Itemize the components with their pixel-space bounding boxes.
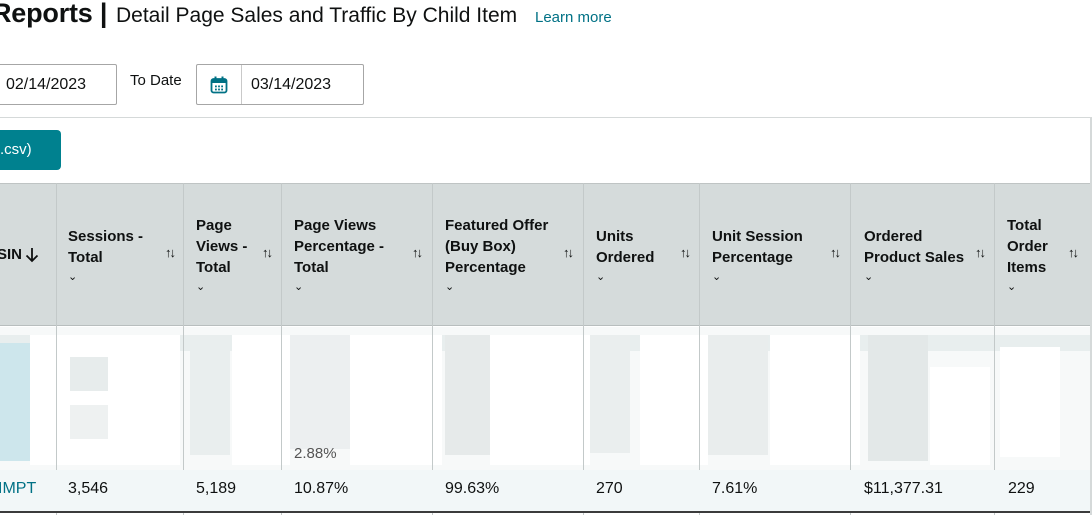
column-divider [432, 183, 433, 515]
column-header-product-sales[interactable]: Ordered Product Sales ⌄ ↑↓ [851, 183, 994, 326]
chevron-down-icon[interactable]: ⌄ [68, 270, 78, 283]
column-header-label: Unit Session [712, 227, 803, 245]
sort-updown-icon[interactable]: ↑↓ [412, 245, 423, 260]
sort-updown-icon[interactable]: ↑↓ [1068, 245, 1079, 260]
column-divider [281, 183, 282, 515]
page-title: Reports | [0, 0, 108, 28]
column-header-label: Total [1007, 217, 1042, 234]
to-date-label: To Date [130, 72, 182, 89]
table-header [0, 183, 1090, 326]
column-header-label: Units [596, 227, 634, 245]
column-header-label: Items [1007, 259, 1047, 276]
column-header-label: Page Views [294, 217, 377, 234]
calendar-button[interactable] [197, 65, 242, 104]
table-cell: $11,377.31 [864, 480, 943, 497]
chevron-down-icon[interactable]: ⌄ [294, 281, 304, 293]
column-header-label: Views - [196, 238, 248, 255]
column-divider [183, 183, 184, 515]
column-header-label: Total [68, 248, 103, 266]
panel-edge [1090, 117, 1092, 515]
chevron-down-icon[interactable]: ⌄ [596, 270, 606, 283]
table-cell: 3,546 [68, 480, 109, 497]
column-header-asin[interactable]: SIN [0, 183, 56, 326]
sort-updown-icon[interactable]: ↑↓ [563, 245, 574, 260]
chevron-down-icon[interactable]: ⌄ [864, 270, 874, 283]
column-divider [699, 183, 700, 515]
to-date-field[interactable]: 03/14/2023 [196, 64, 364, 105]
column-header-label: Featured Offer [445, 217, 549, 234]
sort-updown-icon[interactable]: ↑↓ [975, 245, 986, 260]
column-header-sessions[interactable]: Sessions - Total ⌄ ↑↓ [57, 183, 183, 326]
chevron-down-icon[interactable]: ⌄ [445, 281, 455, 293]
column-header-label: Ordered [864, 227, 923, 245]
learn-more-link[interactable]: Learn more [535, 9, 612, 26]
table-cell: 5,189 [196, 480, 237, 497]
column-header-label: Total [294, 259, 329, 276]
table-row: IMPT 3,546 5,189 10.87% 99.63% 270 7.61%… [0, 470, 1090, 513]
sort-updown-icon[interactable]: ↑↓ [262, 245, 273, 260]
chevron-down-icon[interactable]: ⌄ [196, 281, 206, 293]
column-header-label: Product Sales [864, 248, 965, 266]
column-header-label: Order [1007, 238, 1048, 255]
column-divider [994, 183, 995, 515]
column-header-unit-session-pct[interactable]: Unit Session Percentage ⌄ ↑↓ [700, 183, 850, 326]
column-header-label: Ordered [596, 248, 655, 266]
asin-link[interactable]: IMPT [0, 480, 37, 497]
sort-updown-icon[interactable]: ↑↓ [165, 245, 176, 260]
from-date-value: 02/14/2023 [6, 76, 87, 93]
column-header-label: Sessions - [68, 227, 144, 245]
table-cell: 270 [596, 480, 623, 497]
table-cell: 7.61% [712, 480, 758, 497]
column-header-units-ordered[interactable]: Units Ordered ⌄ ↑↓ [584, 183, 699, 326]
partial-cell: 2.88% [294, 445, 337, 462]
chevron-down-icon[interactable]: ⌄ [712, 270, 722, 283]
column-header-buy-box-pct[interactable]: Featured Offer (Buy Box) Percentage ⌄ ↑↓ [433, 183, 583, 326]
from-date-field[interactable]: 02/14/2023 [0, 64, 117, 105]
column-header-label: Percentage - [294, 238, 385, 255]
column-header-order-items[interactable]: Total Order Items ⌄ ↑↓ [995, 183, 1090, 326]
column-header-label: SIN [0, 246, 23, 263]
column-header-label: Total [196, 259, 231, 276]
table-cell: 99.63% [445, 480, 500, 497]
arrow-down-icon[interactable] [24, 246, 40, 264]
column-divider [850, 183, 851, 515]
sort-updown-icon[interactable]: ↑↓ [680, 245, 691, 260]
column-header-label: (Buy Box) [445, 238, 516, 255]
redacted-rows [0, 327, 1090, 470]
column-divider [56, 183, 57, 515]
table-cell: 229 [1008, 480, 1035, 497]
column-divider [583, 183, 584, 515]
report-name: Detail Page Sales and Traffic By Child I… [116, 4, 518, 27]
chevron-down-icon[interactable]: ⌄ [1007, 281, 1017, 293]
column-header-page-views[interactable]: Page Views - Total ⌄ ↑↓ [184, 183, 281, 326]
calendar-icon [210, 76, 228, 93]
column-header-page-views-pct[interactable]: Page Views Percentage - Total ⌄ ↑↓ [282, 183, 432, 326]
column-header-label: Page [196, 217, 232, 234]
column-header-label: Percentage [712, 248, 793, 266]
divider [0, 117, 1092, 118]
download-csv-button[interactable]: .csv) [0, 130, 61, 170]
sort-updown-icon[interactable]: ↑↓ [830, 245, 841, 260]
table-cell: 10.87% [294, 480, 349, 497]
column-header-label: Percentage [445, 259, 526, 276]
to-date-value: 03/14/2023 [251, 76, 332, 93]
